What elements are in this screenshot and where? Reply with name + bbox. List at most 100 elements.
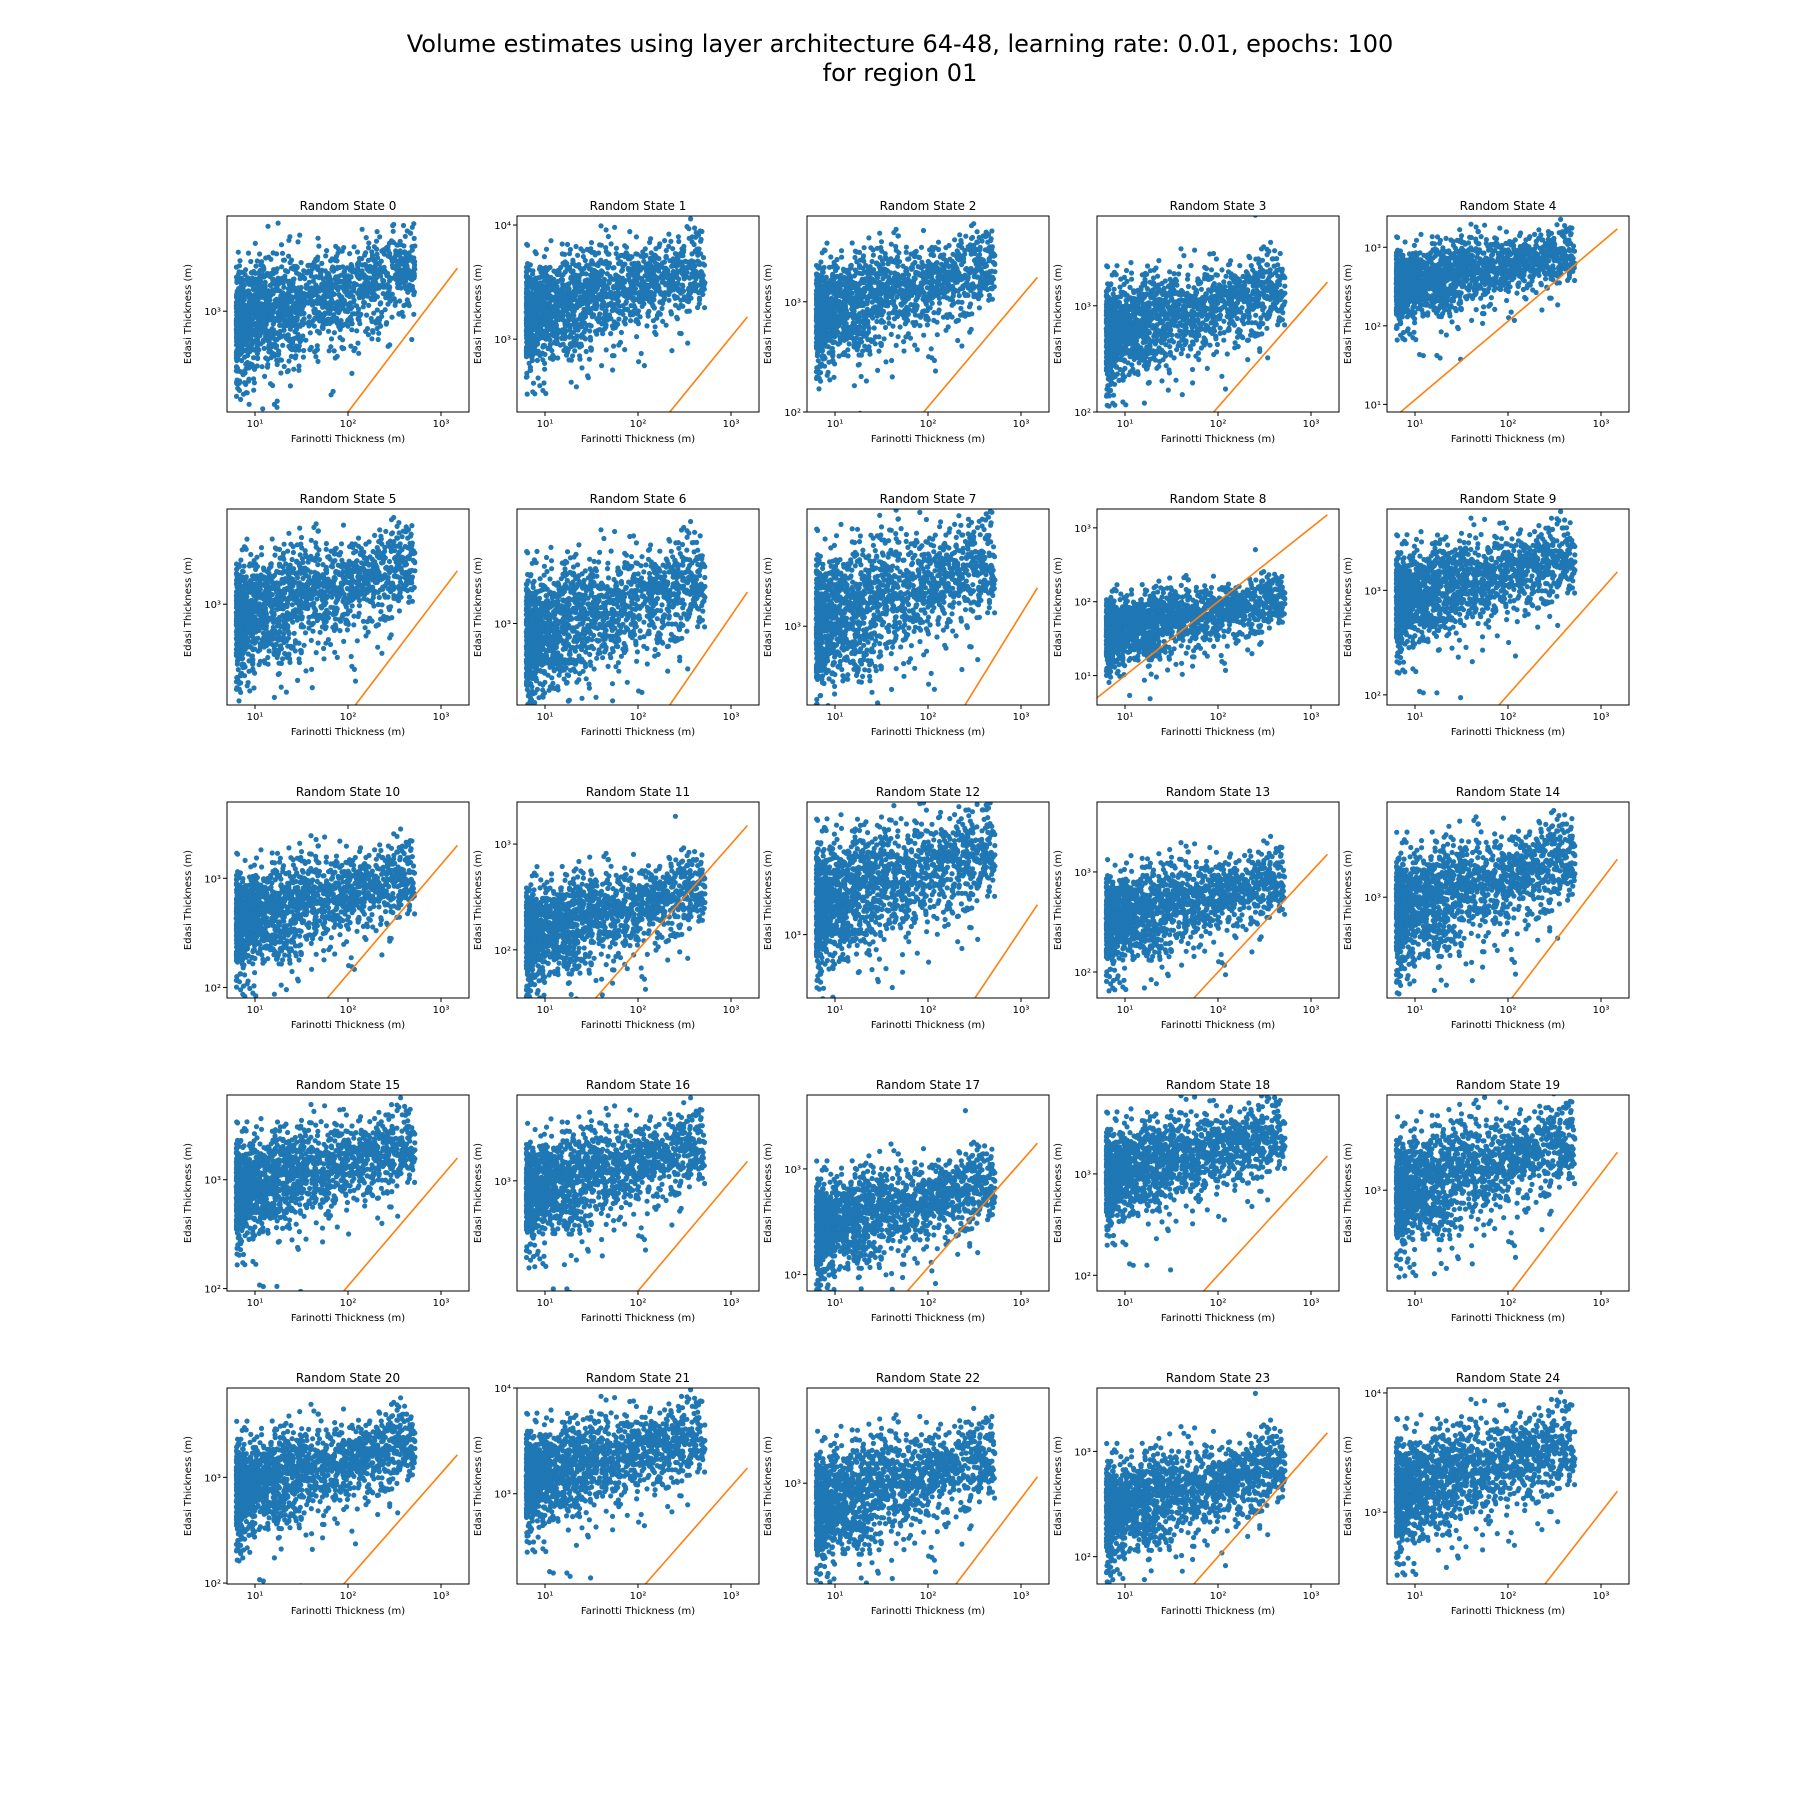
- scatter-point: [395, 281, 401, 287]
- scatter-point: [533, 251, 539, 257]
- scatter-point: [889, 357, 895, 364]
- scatter-point: [523, 351, 530, 357]
- scatter-point: [820, 348, 826, 354]
- scatter-point: [598, 257, 604, 263]
- scatter-point: [281, 327, 287, 333]
- scatter-point: [287, 338, 294, 344]
- scatter-point: [853, 335, 859, 341]
- scatter-point: [913, 321, 919, 327]
- scatter-point: [260, 406, 266, 412]
- scatter-series: [523, 216, 708, 397]
- scatter-point: [934, 260, 940, 266]
- scatter-point: [268, 256, 274, 262]
- scatter-point: [668, 238, 674, 244]
- scatter-point: [968, 235, 975, 241]
- scatter-point: [587, 309, 593, 315]
- scatter-point: [600, 331, 606, 337]
- scatter-point: [251, 268, 257, 275]
- scatter-point: [351, 288, 357, 294]
- scatter-point: [674, 272, 680, 278]
- scatter-point: [619, 268, 625, 274]
- scatter-point: [977, 244, 983, 250]
- scatter-point: [857, 337, 863, 343]
- scatter-point: [924, 322, 931, 328]
- scatter-point: [685, 340, 691, 346]
- scatter-point: [336, 324, 342, 330]
- scatter-point: [598, 272, 604, 278]
- scatter-point: [689, 234, 695, 240]
- scatter-point: [857, 410, 863, 412]
- scatter-point: [925, 315, 931, 321]
- scatter-point: [915, 290, 921, 296]
- scatter-point: [920, 269, 926, 275]
- scatter-point: [358, 283, 364, 289]
- scatter-point: [378, 300, 384, 306]
- scatter-point: [374, 229, 380, 235]
- scatter-point: [234, 315, 240, 321]
- scatter-point: [912, 286, 918, 292]
- scatter-point: [238, 339, 244, 345]
- scatter-point: [959, 262, 965, 268]
- scatter-point: [409, 336, 415, 343]
- scatter-point: [675, 234, 682, 240]
- scatter-point: [530, 389, 536, 395]
- scatter-point: [361, 275, 367, 281]
- scatter-point: [932, 368, 939, 374]
- scatter-point: [699, 270, 705, 276]
- scatter-point: [876, 334, 882, 340]
- scatter-point: [834, 265, 841, 271]
- scatter-point: [597, 242, 603, 248]
- scatter-point: [306, 262, 312, 268]
- scatter-point: [920, 308, 926, 314]
- scatter-point: [575, 252, 581, 258]
- scatter-point: [297, 334, 303, 340]
- scatter-point: [659, 305, 665, 311]
- scatter-point: [874, 275, 881, 281]
- scatter-point: [540, 342, 547, 349]
- scatter-point: [651, 273, 657, 279]
- y-axis-label: Edasi Thickness (m): [183, 264, 194, 364]
- scatter-point: [537, 383, 543, 389]
- scatter-point: [547, 341, 553, 348]
- scatter-point: [530, 380, 537, 386]
- scatter-point: [536, 326, 543, 332]
- scatter-point: [818, 378, 824, 384]
- scatter-point: [306, 319, 312, 325]
- scatter-point: [256, 313, 263, 319]
- scatter-point: [659, 275, 665, 281]
- scatter-point: [322, 317, 328, 323]
- scatter-point: [265, 361, 271, 368]
- scatter-point: [296, 347, 302, 353]
- scatter-point: [893, 226, 899, 232]
- scatter-point: [851, 324, 857, 330]
- scatter-point: [402, 250, 409, 256]
- scatter-point: [661, 295, 668, 301]
- scatter-point: [233, 393, 240, 399]
- scatter-point: [260, 337, 266, 343]
- scatter-point: [286, 253, 292, 259]
- scatter-point: [936, 295, 943, 301]
- scatter-point: [577, 344, 583, 350]
- scatter-point: [661, 270, 667, 276]
- scatter-point: [362, 252, 368, 258]
- scatter-point: [877, 296, 883, 302]
- scatter-point: [928, 346, 934, 352]
- scatter-point: [563, 352, 570, 358]
- scatter-point: [583, 271, 589, 277]
- scatter-point: [555, 268, 561, 274]
- scatter-point: [611, 343, 617, 349]
- scatter-point: [400, 260, 406, 266]
- scatter-point: [917, 323, 923, 329]
- scatter-point: [684, 308, 690, 314]
- scatter-point: [878, 319, 884, 325]
- scatter-point: [680, 264, 687, 270]
- scatter-point: [531, 309, 538, 315]
- scatter-point: [585, 303, 591, 310]
- scatter-point: [393, 276, 399, 282]
- scatter-point: [541, 380, 547, 386]
- scatter-point: [663, 247, 669, 254]
- scatter-point: [526, 324, 533, 330]
- scatter-point: [236, 304, 242, 310]
- scatter-point: [270, 287, 276, 293]
- x-axis-label: Farinotti Thickness (m): [581, 434, 695, 445]
